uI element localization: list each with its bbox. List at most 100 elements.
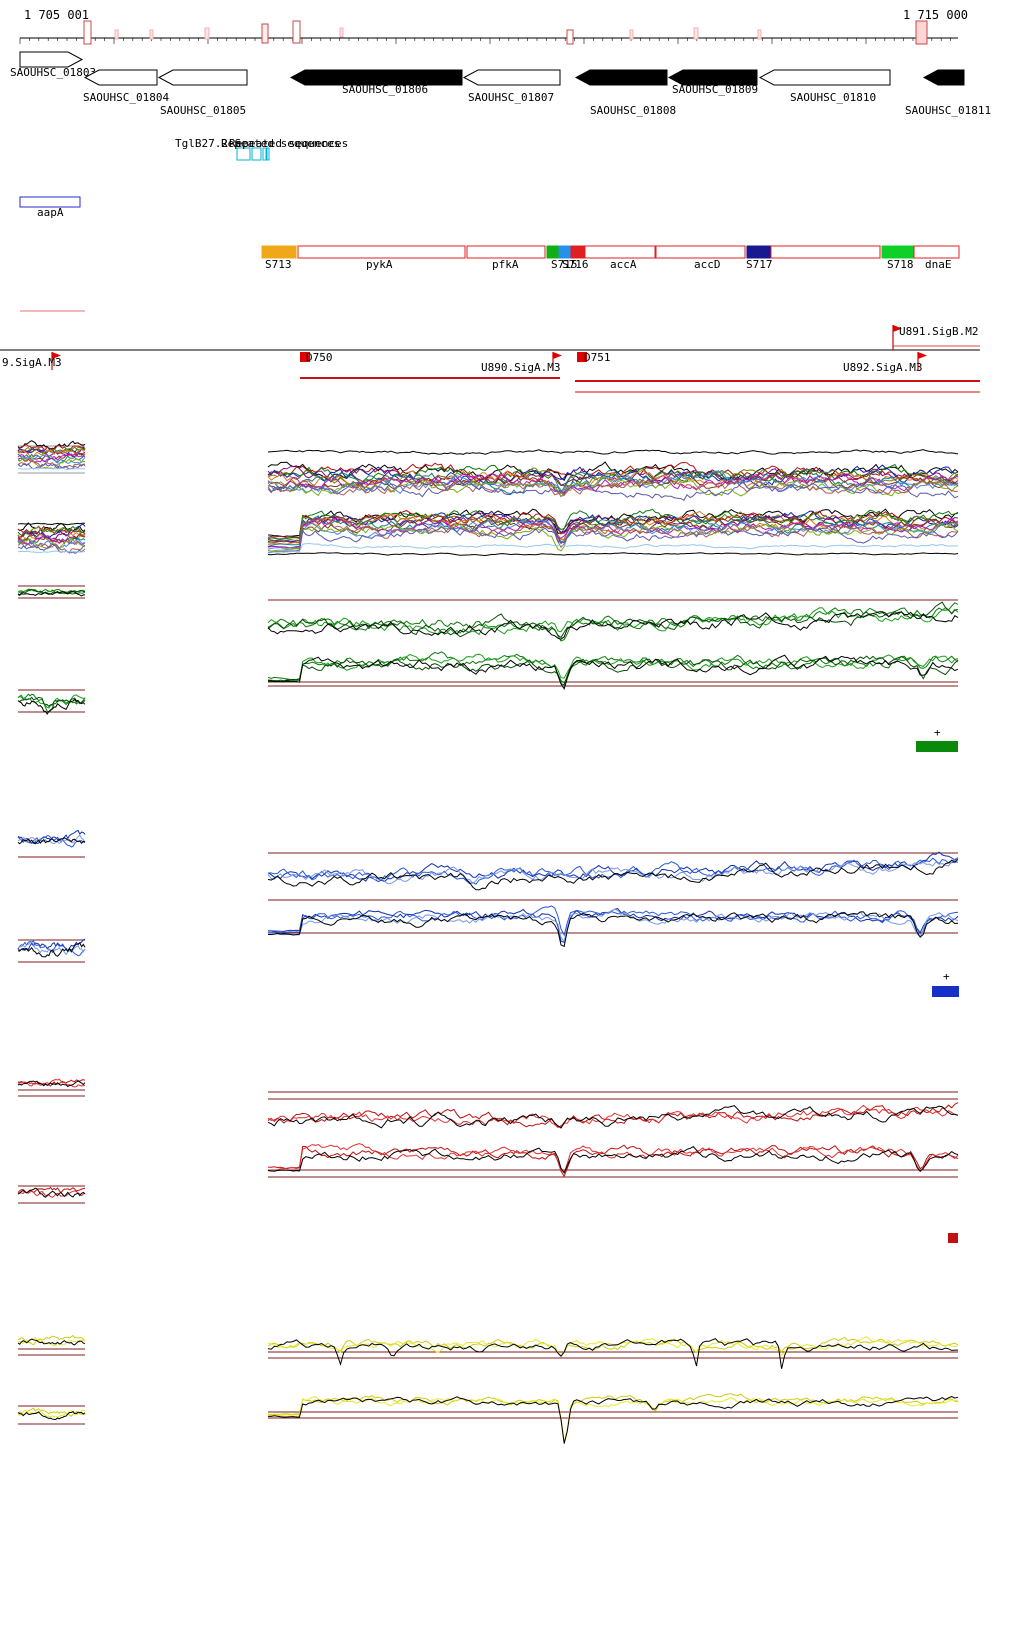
legend-box-blue[interactable] (932, 986, 959, 997)
feature-S718[interactable] (881, 245, 914, 259)
gene-label-SAOUHSC_01809: SAOUHSC_01809 (672, 83, 758, 96)
profile-green-main-lower (267, 654, 959, 690)
profile-mix-main-lower (267, 508, 959, 540)
profile-blue-main-lower (267, 905, 959, 937)
repeat-label: Repeated sequences (221, 137, 340, 150)
ruler-repeat-mark (261, 23, 269, 44)
promoter-flag-U892.SigA.M3[interactable] (918, 352, 927, 359)
feature-S716[interactable] (558, 245, 571, 259)
promoter-flag-U890.SigA.M3[interactable] (553, 352, 562, 359)
profile-mix-main-lower-lightblue (267, 542, 959, 553)
gene-label-SAOUHSC_01810: SAOUHSC_01810 (790, 91, 876, 104)
feature-pfkA-label: pfkA (492, 258, 519, 271)
ruler-repeat-mark (629, 29, 634, 40)
profile-red-left-bottom (17, 1190, 86, 1198)
profile-mix-main-lower (267, 517, 959, 549)
tss-marker-D750[interactable] (300, 352, 310, 362)
gene-SAOUHSC_01805[interactable] (157, 69, 248, 86)
profile-green-left-top (17, 591, 85, 597)
gene-SAOUHSC_01811[interactable] (922, 69, 965, 86)
repeat-box[interactable] (236, 147, 251, 161)
feature-pykA-label: pykA (366, 258, 393, 271)
feature-pfkA[interactable] (466, 245, 546, 259)
promoter-flag-U891.SigB.M2[interactable] (893, 325, 902, 332)
profile-mix-main-upper (267, 473, 959, 496)
feature-dnaE-label: dnaE (925, 258, 952, 271)
profile-red-left-bottom (17, 1187, 86, 1198)
profile-yellow-main-lower (267, 1393, 959, 1444)
feature-S713[interactable] (261, 245, 297, 259)
profile-blue-left-top (17, 837, 86, 845)
profile-yellow-left-bottom (17, 1410, 86, 1420)
profile-green-left-bottom (17, 694, 86, 709)
repeat-label: TglB27.2-S (175, 137, 241, 150)
promoter-label-U890: U890.SigA.M3 (481, 361, 560, 374)
promoter-label-U892: U892.SigA.M3 (843, 361, 922, 374)
ruler-repeat-mark (83, 20, 92, 45)
profile-blue-left-top (17, 835, 86, 848)
gene-SAOUHSC_01808[interactable] (574, 69, 668, 86)
gene-SAOUHSC_01804[interactable] (83, 69, 158, 86)
profile-blue-left-bottom (17, 938, 86, 952)
profile-mix-left-top (17, 454, 86, 465)
profile-mix-left-bottom-lightblue (17, 550, 86, 554)
ruler-repeat-mark (757, 29, 762, 40)
feature-accD[interactable] (655, 245, 746, 259)
feature-S716-label: S716 (562, 258, 589, 271)
gene-label-SAOUHSC_01811: SAOUHSC_01811 (905, 104, 991, 117)
feature-dnaE[interactable] (913, 245, 960, 259)
profile-yellow-left-bottom (17, 1407, 86, 1417)
gene-SAOUHSC_01809[interactable] (667, 69, 758, 86)
repeat-box[interactable] (266, 147, 270, 161)
feature-unlabeled-orf[interactable] (770, 245, 881, 259)
feature-S715[interactable] (546, 245, 559, 259)
profile-red-main-upper (267, 1105, 959, 1129)
feature-accD-label: accD (694, 258, 721, 271)
feature-S713-label: S713 (265, 258, 292, 271)
profile-blue-main-upper (267, 857, 959, 885)
profile-mix-left-top (17, 443, 86, 451)
promoter-label-9SigA: 9.SigA.M3 (2, 356, 62, 369)
ruler-repeat-mark (204, 27, 210, 40)
annotation-aapA-label: aapA (37, 206, 64, 219)
gene-label-SAOUHSC_01804: SAOUHSC_01804 (83, 91, 169, 104)
profile-mix-main-lower (267, 525, 959, 554)
feature-pykA[interactable] (297, 245, 466, 259)
repeat-box[interactable] (251, 147, 262, 161)
promoter-flag-9.SigA.M3[interactable] (52, 352, 61, 359)
profile-yellow-main-lower (268, 1396, 959, 1444)
repeat-box[interactable] (262, 147, 267, 161)
tss-marker-D751[interactable] (577, 352, 587, 362)
profile-green-main-lower (267, 653, 959, 682)
tss-label-D751: D751 (584, 351, 611, 364)
profile-blue-main-lower (268, 911, 959, 948)
gene-SAOUHSC_01810[interactable] (758, 69, 891, 86)
profile-red-main-upper (267, 1102, 959, 1128)
feature-red-segment[interactable] (570, 245, 585, 259)
profile-yellow-main-upper (267, 1338, 958, 1369)
annotation-aapA[interactable] (19, 196, 81, 208)
gene-SAOUHSC_01803[interactable] (19, 51, 84, 68)
feature-accA[interactable] (584, 245, 656, 259)
profile-blue-left-top (17, 834, 86, 845)
profile-green-main-upper (267, 607, 959, 636)
profile-red-left-top (17, 1079, 86, 1087)
legend-box-red[interactable] (948, 1233, 958, 1243)
gene-SAOUHSC_01807[interactable] (462, 69, 561, 86)
legend-box-green[interactable] (916, 741, 958, 752)
profile-mix-main-lower-black (267, 552, 959, 557)
profile-red-left-top (17, 1078, 86, 1088)
ruler-end-coordinate: 1 715 000 (903, 8, 969, 22)
ruler-repeat-mark (149, 29, 154, 40)
profile-red-main-lower (267, 1143, 959, 1174)
feature-S717[interactable] (746, 245, 771, 259)
ruler-repeat-mark (339, 27, 344, 38)
profile-red-main-upper (267, 1104, 959, 1129)
profile-mix-main-lower (268, 518, 958, 553)
profile-mix-left-bottom (17, 541, 86, 554)
profile-mix-main-lower (267, 522, 959, 552)
gene-SAOUHSC_01806[interactable] (289, 69, 463, 86)
ruler-repeat-mark (915, 20, 928, 45)
promoter-label-U891: U891.SigB.M2 (899, 325, 978, 338)
